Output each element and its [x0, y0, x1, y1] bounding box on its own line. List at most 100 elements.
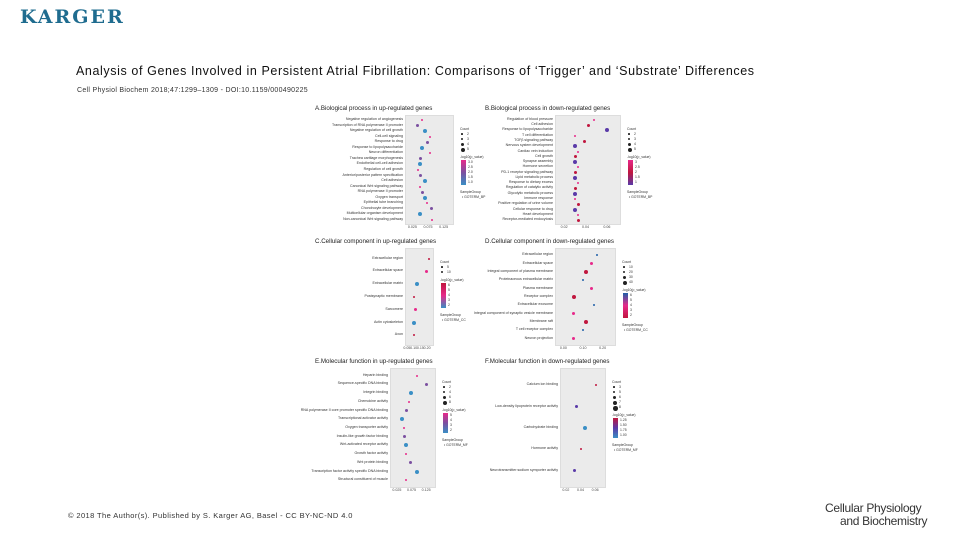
legend-color-title: -log10(p_value) — [622, 288, 646, 292]
term-label: Negative regulation of cell growth — [349, 128, 403, 133]
legend-count-label: 8 — [619, 405, 621, 409]
legend-count-dot — [623, 266, 625, 268]
term-label: Cell-cell signaling — [375, 133, 403, 138]
term-label: Positive regulation of urine volume — [498, 201, 553, 206]
term-label: Non-canonical Wnt signaling pathway — [343, 216, 403, 221]
panel-title: F.Molecular function in down-regulated g… — [485, 358, 610, 365]
legend-count-label: 7 — [619, 400, 621, 404]
data-point — [428, 152, 431, 155]
data-point — [428, 135, 431, 138]
data-point — [400, 417, 404, 422]
data-point — [430, 207, 434, 211]
karger-logo: KARGER — [20, 6, 125, 28]
term-label: Calcium ion binding — [526, 382, 558, 387]
term-label: Anterior/posterior pattern specification — [342, 172, 403, 177]
data-point — [593, 304, 596, 307]
legend-count-label: 5 — [619, 390, 621, 394]
term-label: Trachea cartilage morphogenesis — [349, 155, 403, 160]
term-label: Extracellular space — [522, 260, 553, 265]
term-label: Synapse assembly — [522, 159, 553, 164]
data-point — [413, 296, 416, 298]
legend-count-label: 2 — [634, 132, 636, 136]
term-label: Transcription factor activity specific D… — [311, 468, 388, 473]
legend-color-tick: 4 — [630, 303, 632, 307]
data-point — [576, 218, 580, 222]
legend-color-tick: 1.5 — [468, 175, 473, 179]
term-label: T cell differentiation — [521, 132, 553, 137]
data-point — [583, 426, 588, 430]
data-point — [574, 134, 577, 137]
term-label: Oxygen transporter activity — [345, 425, 388, 429]
legend-color-tick: 2.5 — [468, 165, 473, 169]
legend-group-title: SampleGroup — [440, 313, 461, 317]
legend-count-dot — [441, 271, 444, 274]
legend-color-tick: 1 — [635, 180, 637, 184]
data-point — [572, 312, 576, 316]
data-point — [412, 320, 417, 325]
term-label: Response to drug — [374, 139, 403, 144]
data-point — [589, 262, 593, 266]
legend-group-item: • GOTERM_MF — [444, 443, 468, 447]
legend-count-label: 3 — [467, 137, 469, 141]
legend-count-dot — [623, 271, 626, 274]
legend-color-tick: 5 — [448, 288, 450, 292]
legend-group-item: • GOTERM_MF — [614, 448, 638, 452]
x-tick-label: 0.02 — [562, 488, 570, 492]
data-point — [571, 295, 576, 299]
term-label: Integral component of plasma membrane — [487, 268, 553, 273]
legend-color-tick: 1.25 — [620, 418, 627, 422]
legend-count-label: 6 — [449, 395, 451, 399]
data-point — [427, 257, 430, 260]
data-point — [426, 202, 429, 205]
term-label: Glycolytic metabolic process — [507, 190, 553, 195]
data-point — [572, 337, 576, 341]
data-point — [581, 329, 584, 332]
data-point — [586, 123, 590, 127]
term-label: Chondrocyte development — [361, 205, 403, 210]
x-tick-label: 0.075 — [407, 488, 416, 492]
panel-title: E.Molecular function in up-regulated gen… — [315, 358, 433, 365]
legend-count-label: 3 — [619, 385, 621, 389]
term-label: Heart development — [522, 211, 553, 216]
legend-count-label: 4 — [467, 142, 469, 146]
data-point — [577, 150, 580, 153]
legend-count-dot — [613, 391, 616, 394]
panel-title: A.Biological process in up-regulated gen… — [315, 105, 433, 112]
legend-color-bar — [623, 293, 628, 318]
x-tick-label: 0.04 — [577, 488, 584, 492]
term-label: Chemokine activity — [357, 398, 388, 403]
legend-count-dot — [623, 281, 627, 285]
term-label: Membrane raft — [529, 319, 553, 324]
term-label: Hormone activity — [531, 446, 558, 451]
legend-color-tick: 3.0 — [468, 160, 473, 164]
data-point — [418, 162, 423, 167]
legend-color-tick: 1.5 — [635, 175, 640, 179]
term-label: Oxygen transport — [375, 194, 403, 199]
data-point — [605, 128, 610, 133]
citation: Cell Physiol Biochem 2018;47:1299–1309 -… — [77, 87, 308, 94]
term-label: Transcriptional activator activity — [338, 416, 388, 421]
data-point — [416, 124, 420, 128]
term-label: Cardiac vein induction — [517, 148, 553, 153]
legend-count-dot — [623, 276, 627, 280]
journal-line2: and Biochemistry — [840, 514, 928, 528]
legend-color-bar — [613, 418, 618, 438]
legend-color-tick: 4 — [448, 293, 450, 297]
data-point — [430, 218, 433, 221]
term-label: Epithelial tube branching — [363, 200, 403, 205]
x-tick-label: 0.04 — [582, 225, 589, 229]
legend-count-dot — [628, 138, 631, 141]
term-label: Regulation of catalytic activity — [505, 185, 553, 190]
legend-color-tick: 2.5 — [635, 165, 640, 169]
term-label: Integral component of synaptic vesicle m… — [473, 310, 553, 315]
data-point — [409, 461, 413, 465]
plot-area — [560, 368, 606, 488]
legend-group-title: SampleGroup — [460, 190, 481, 194]
data-point — [404, 443, 409, 448]
term-label: Response to lipopolysaccharide — [352, 144, 403, 149]
legend-count-label: 5 — [467, 147, 469, 151]
term-label: Insulin-like growth factor binding — [336, 433, 388, 438]
legend-color-tick: 3 — [635, 160, 637, 164]
data-point — [579, 448, 582, 451]
legend-count-title: Count — [627, 127, 637, 131]
